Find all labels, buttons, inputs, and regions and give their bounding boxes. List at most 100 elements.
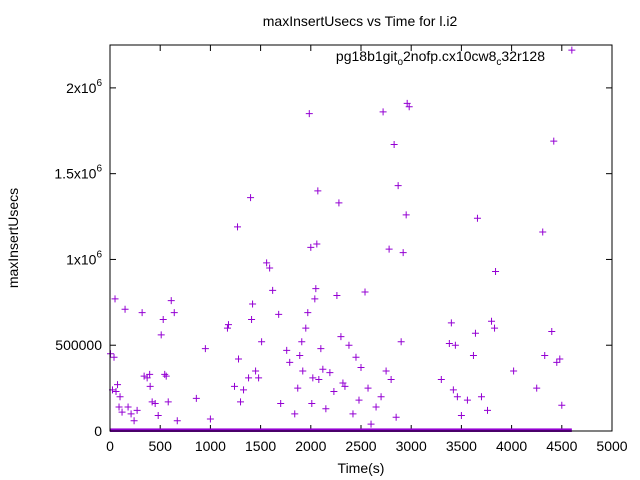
data-point	[491, 324, 499, 332]
legend-text-part: 2nofp.cx10cw8	[403, 48, 497, 64]
data-point	[245, 374, 253, 382]
x-tick-label: 3000	[396, 438, 427, 454]
data-point	[138, 309, 146, 317]
data-point	[237, 398, 245, 406]
data-point	[167, 297, 175, 305]
data-point	[457, 412, 465, 420]
data-point	[148, 398, 156, 406]
data-point	[484, 406, 492, 414]
data-point	[390, 141, 398, 149]
data-point	[477, 393, 485, 401]
data-point	[379, 108, 387, 116]
x-tick-label: 5000	[596, 438, 627, 454]
data-point	[230, 382, 238, 390]
data-point	[249, 300, 257, 308]
data-point	[367, 420, 375, 428]
data-point	[558, 401, 566, 409]
data-point	[315, 376, 323, 384]
data-point	[206, 415, 214, 423]
data-point	[115, 403, 123, 411]
data-point	[305, 110, 313, 118]
baseline-band-fill	[110, 428, 572, 432]
data-point	[488, 317, 496, 325]
data-point	[121, 305, 129, 313]
x-tick-label: 4500	[546, 438, 577, 454]
y-tick-exponent: 6	[96, 164, 102, 175]
data-point	[492, 267, 500, 275]
data-point	[314, 187, 322, 195]
data-point	[333, 291, 341, 299]
data-point	[154, 412, 162, 420]
data-point	[146, 382, 154, 390]
x-tick-label: 0	[106, 438, 114, 454]
data-point	[309, 374, 317, 382]
legend: pg18b1gito2nofp.cx10cw8c32r128	[336, 48, 545, 68]
y-tick-exponent: 6	[96, 249, 102, 260]
data-point	[377, 393, 385, 401]
data-point	[277, 400, 285, 408]
data-point	[112, 388, 120, 396]
data-point	[235, 355, 243, 363]
data-point	[471, 329, 479, 337]
data-point	[385, 245, 393, 253]
data-point	[553, 358, 561, 366]
data-point	[266, 264, 274, 272]
data-point	[311, 295, 319, 303]
data-point	[355, 396, 363, 404]
data-point	[157, 331, 165, 339]
data-point	[312, 285, 320, 293]
data-point	[361, 288, 369, 296]
y-axis-label: maxInsertUsecs	[5, 188, 21, 288]
data-point	[405, 103, 413, 111]
data-point	[357, 364, 365, 372]
data-point	[248, 315, 256, 323]
data-point	[335, 199, 343, 207]
data-point	[402, 211, 410, 219]
data-point	[437, 376, 445, 384]
data-point	[341, 382, 349, 390]
data-point	[313, 240, 321, 248]
data-point	[399, 249, 407, 257]
data-point	[173, 417, 181, 425]
legend-text-part: pg18b1git	[336, 48, 398, 64]
data-point	[372, 403, 380, 411]
data-point	[326, 369, 334, 377]
data-point	[451, 341, 459, 349]
data-point	[541, 352, 549, 360]
data-point	[308, 400, 316, 408]
y-tick-base: 1x10	[66, 251, 97, 267]
axis-ticks	[109, 45, 613, 432]
y-tick-base: 500000	[55, 337, 102, 353]
data-point	[387, 376, 395, 384]
data-point	[252, 367, 260, 375]
data-point	[162, 372, 170, 380]
y-tick-label: 1.5x106	[54, 164, 102, 182]
data-point	[352, 353, 360, 361]
data-point	[124, 403, 132, 411]
data-point	[116, 393, 124, 401]
data-point	[394, 182, 402, 190]
data-point	[111, 295, 119, 303]
data-point	[319, 365, 327, 373]
data-point	[192, 394, 200, 402]
data-point	[286, 358, 294, 366]
data-point	[550, 137, 558, 145]
y-tick-label: 2x106	[66, 78, 102, 96]
data-point	[269, 286, 277, 294]
data-point	[449, 386, 457, 394]
data-point	[133, 406, 141, 414]
data-point	[397, 338, 405, 346]
data-point	[539, 228, 547, 236]
y-tick-label: 500000	[55, 337, 102, 353]
x-tick-label: 500	[149, 438, 173, 454]
x-tick-label: 1500	[245, 438, 276, 454]
x-tick-label: 2500	[345, 438, 376, 454]
data-point	[392, 413, 400, 421]
legend-label: pg18b1gito2nofp.cx10cw8c32r128	[336, 48, 545, 68]
legend-subscript: c	[496, 57, 501, 68]
data-point	[275, 310, 283, 318]
data-point	[127, 410, 135, 418]
data-point	[110, 353, 118, 361]
